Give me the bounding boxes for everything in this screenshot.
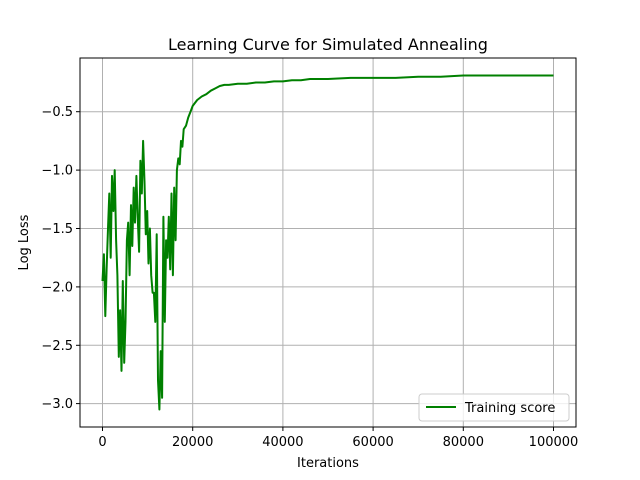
plot-frame (79, 57, 577, 428)
series-line-training-score (101, 74, 554, 411)
legend: Training score (418, 393, 570, 422)
y-tick-label: −1.5 (41, 222, 73, 237)
x-tick-label: 40000 (262, 435, 303, 450)
legend-box (418, 393, 570, 422)
legend-label: Training score (464, 401, 555, 416)
y-axis-label: Log Loss (17, 214, 32, 270)
y-tick-label: −2.5 (41, 339, 73, 354)
x-axis-label: Iterations (297, 456, 359, 471)
y-axis: −3.0 −2.5 −2.0 −1.5 −1.0 −0.5 (41, 105, 80, 412)
series-layer (101, 74, 554, 411)
y-tick-label: −0.5 (41, 105, 73, 120)
y-tick-label: −2.0 (41, 280, 73, 295)
x-tick-label: 60000 (352, 435, 393, 450)
x-tick-label: 20000 (172, 435, 213, 450)
x-tick-label: 80000 (443, 435, 484, 450)
x-axis: 0 20000 40000 60000 80000 100000 (98, 427, 578, 450)
y-tick-label: −3.0 (41, 397, 73, 412)
y-tick-label: −1.0 (41, 164, 73, 179)
x-tick-label: 100000 (529, 435, 579, 450)
chart-title: Learning Curve for Simulated Annealing (168, 35, 488, 54)
x-tick-label: 0 (98, 435, 106, 450)
